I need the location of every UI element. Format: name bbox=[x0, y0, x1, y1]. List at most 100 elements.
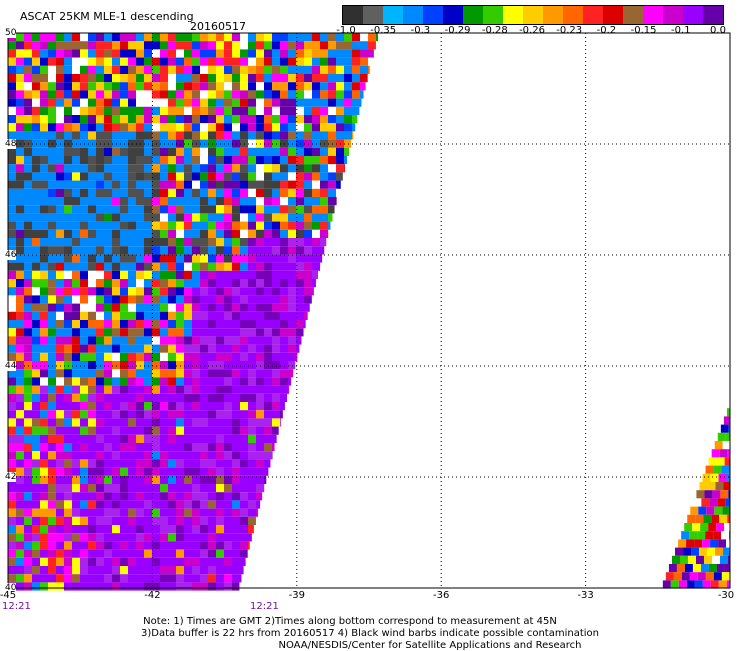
swath-cell bbox=[56, 492, 64, 500]
swath-cell bbox=[168, 246, 176, 254]
swath-cell bbox=[144, 435, 152, 443]
swath-cell bbox=[200, 500, 208, 508]
swath-cell bbox=[192, 156, 200, 164]
swath-cell bbox=[240, 90, 248, 98]
swath-cell bbox=[64, 172, 72, 180]
swath-cell bbox=[56, 410, 64, 418]
swath-cell bbox=[88, 320, 96, 328]
swath-cell bbox=[128, 500, 136, 508]
swath-cell bbox=[724, 523, 730, 531]
swath-cell bbox=[72, 345, 80, 353]
swath-cell bbox=[192, 582, 200, 590]
swath-cell bbox=[240, 230, 248, 238]
swath-cell bbox=[104, 353, 112, 361]
swath-cell bbox=[709, 457, 717, 465]
swath-cell bbox=[678, 539, 686, 547]
swath-cell bbox=[16, 230, 24, 238]
swath-cell bbox=[56, 172, 64, 180]
swath-cell bbox=[128, 328, 136, 336]
swath-cell bbox=[144, 123, 152, 131]
swath-cell bbox=[168, 402, 176, 410]
swath-cell bbox=[208, 254, 216, 262]
swath-cell bbox=[56, 418, 64, 426]
swath-cell bbox=[96, 492, 104, 500]
swath-cell bbox=[72, 148, 80, 156]
swath-cell bbox=[128, 427, 136, 435]
swath-cell bbox=[184, 328, 192, 336]
swath-cell bbox=[144, 74, 152, 82]
swath-cell bbox=[304, 238, 312, 246]
swath-cell bbox=[160, 58, 168, 66]
swath-cell bbox=[192, 410, 200, 418]
swath-cell bbox=[16, 550, 24, 558]
swath-cell bbox=[24, 418, 32, 426]
swath-cell bbox=[112, 468, 120, 476]
swath-cell bbox=[200, 533, 208, 541]
swath-cell bbox=[168, 443, 176, 451]
swath-cell bbox=[8, 49, 16, 57]
swath-cell bbox=[104, 582, 112, 590]
swath-cell bbox=[32, 222, 40, 230]
swath-cell bbox=[40, 418, 48, 426]
swath-cell bbox=[88, 263, 96, 271]
swath-cell bbox=[64, 566, 72, 574]
swath-cell bbox=[160, 287, 168, 295]
swath-cell bbox=[152, 345, 160, 353]
swath-cell bbox=[216, 427, 224, 435]
swath-cell bbox=[72, 74, 80, 82]
swath-cell bbox=[264, 386, 272, 394]
swath-cell bbox=[256, 386, 264, 394]
swath-cell bbox=[64, 107, 72, 115]
swath-cell bbox=[88, 271, 96, 279]
swath-cell bbox=[80, 468, 88, 476]
swath-cell bbox=[72, 443, 80, 451]
swath-cell bbox=[208, 131, 216, 139]
swath-cell bbox=[16, 74, 24, 82]
swath-cell bbox=[216, 320, 224, 328]
swath-cell bbox=[112, 82, 120, 90]
swath-cell bbox=[256, 369, 264, 377]
swath-cell bbox=[136, 345, 144, 353]
swath-cell bbox=[64, 517, 72, 525]
swath-cell bbox=[48, 263, 56, 271]
swath-cell bbox=[288, 271, 296, 279]
swath-cell bbox=[288, 377, 291, 385]
swath-cell bbox=[216, 33, 224, 41]
swath-cell bbox=[280, 320, 288, 328]
swath-cell bbox=[176, 172, 184, 180]
swath-cell bbox=[695, 515, 703, 523]
swath-cell bbox=[32, 33, 40, 41]
swath-cell bbox=[200, 41, 208, 49]
swath-cell bbox=[64, 468, 72, 476]
swath-cell bbox=[136, 484, 144, 492]
swath-cell bbox=[232, 131, 240, 139]
swath-cell bbox=[328, 181, 336, 189]
swath-cell bbox=[256, 107, 264, 115]
swath-cell bbox=[192, 131, 200, 139]
swath-cell bbox=[96, 49, 104, 57]
swath-cell bbox=[128, 574, 136, 582]
swath-cell bbox=[40, 131, 48, 139]
swath-cell bbox=[48, 82, 56, 90]
swath-cell bbox=[192, 558, 200, 566]
swath-cell bbox=[312, 238, 320, 246]
swath-cell bbox=[312, 115, 320, 123]
swath-cell bbox=[32, 468, 40, 476]
swath-cell bbox=[224, 164, 232, 172]
swath-cell bbox=[8, 377, 16, 385]
swath-cell bbox=[72, 254, 80, 262]
swath-cell bbox=[240, 279, 248, 287]
swath-cell bbox=[48, 435, 56, 443]
swath-cell bbox=[96, 361, 104, 369]
swath-cell bbox=[208, 41, 216, 49]
swath-cell bbox=[704, 556, 712, 564]
swath-cell bbox=[280, 172, 288, 180]
swath-cell bbox=[184, 574, 192, 582]
swath-cell bbox=[152, 263, 160, 271]
swath-cell bbox=[40, 320, 48, 328]
swath-cell bbox=[144, 345, 152, 353]
swath-cell bbox=[120, 222, 128, 230]
swath-cell bbox=[96, 435, 104, 443]
swath-cell bbox=[32, 49, 40, 57]
swath-cell bbox=[710, 539, 718, 547]
